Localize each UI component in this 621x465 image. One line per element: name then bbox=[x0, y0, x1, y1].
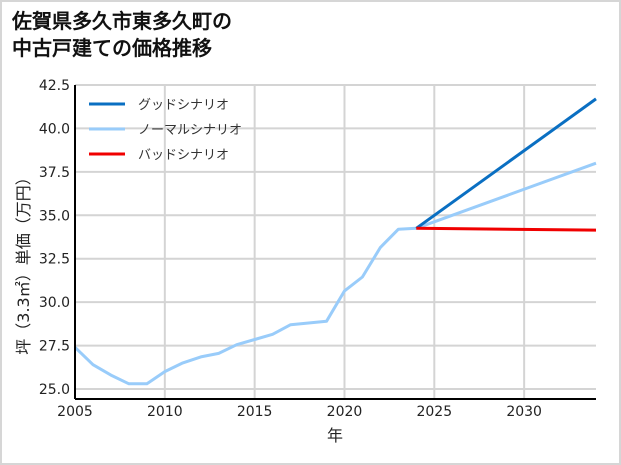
y-axis-label: 坪（3.3㎡）単価（万円） bbox=[14, 169, 33, 354]
chart-title: 佐賀県多久市東多久町の 中古戸建ての価格推移 bbox=[12, 8, 232, 62]
x-tick-label: 2015 bbox=[237, 404, 273, 420]
y-tick-label: 40.0 bbox=[39, 121, 70, 137]
y-tick-label: 37.5 bbox=[39, 165, 70, 181]
y-tick-label: 25.0 bbox=[39, 382, 70, 398]
series-line bbox=[416, 226, 597, 232]
series-line bbox=[73, 161, 597, 386]
series-line bbox=[415, 97, 597, 230]
y-tick-label: 35.0 bbox=[39, 208, 70, 224]
y-tick-label: 42.5 bbox=[39, 78, 70, 94]
x-axis-label: 年 bbox=[327, 426, 343, 445]
data-series bbox=[73, 97, 597, 386]
chart-title-line-1: 佐賀県多久市東多久町の bbox=[12, 9, 232, 33]
x-tick-label: 2010 bbox=[147, 404, 183, 420]
x-tick-label: 2005 bbox=[57, 404, 93, 420]
x-tick-label: 2030 bbox=[506, 404, 542, 420]
x-tick-label: 2025 bbox=[416, 404, 452, 420]
chart-title-line-2: 中古戸建ての価格推移 bbox=[12, 36, 212, 60]
axes bbox=[74, 85, 596, 400]
y-tick-label: 27.5 bbox=[39, 339, 70, 355]
y-tick-label: 32.5 bbox=[39, 252, 70, 268]
x-tick-label: 2020 bbox=[327, 404, 363, 420]
legend-label: ノーマルシナリオ bbox=[138, 123, 242, 138]
grid-lines bbox=[74, 84, 596, 399]
legend-label: グッドシナリオ bbox=[138, 98, 229, 113]
y-tick-label: 30.0 bbox=[39, 295, 70, 311]
tick-labels: 25.0 27.5 30.0 32.5 35.0 37.5 40.0 42.5 2005 2010… bbox=[39, 78, 542, 420]
legend-label: バッドシナリオ bbox=[138, 148, 229, 163]
